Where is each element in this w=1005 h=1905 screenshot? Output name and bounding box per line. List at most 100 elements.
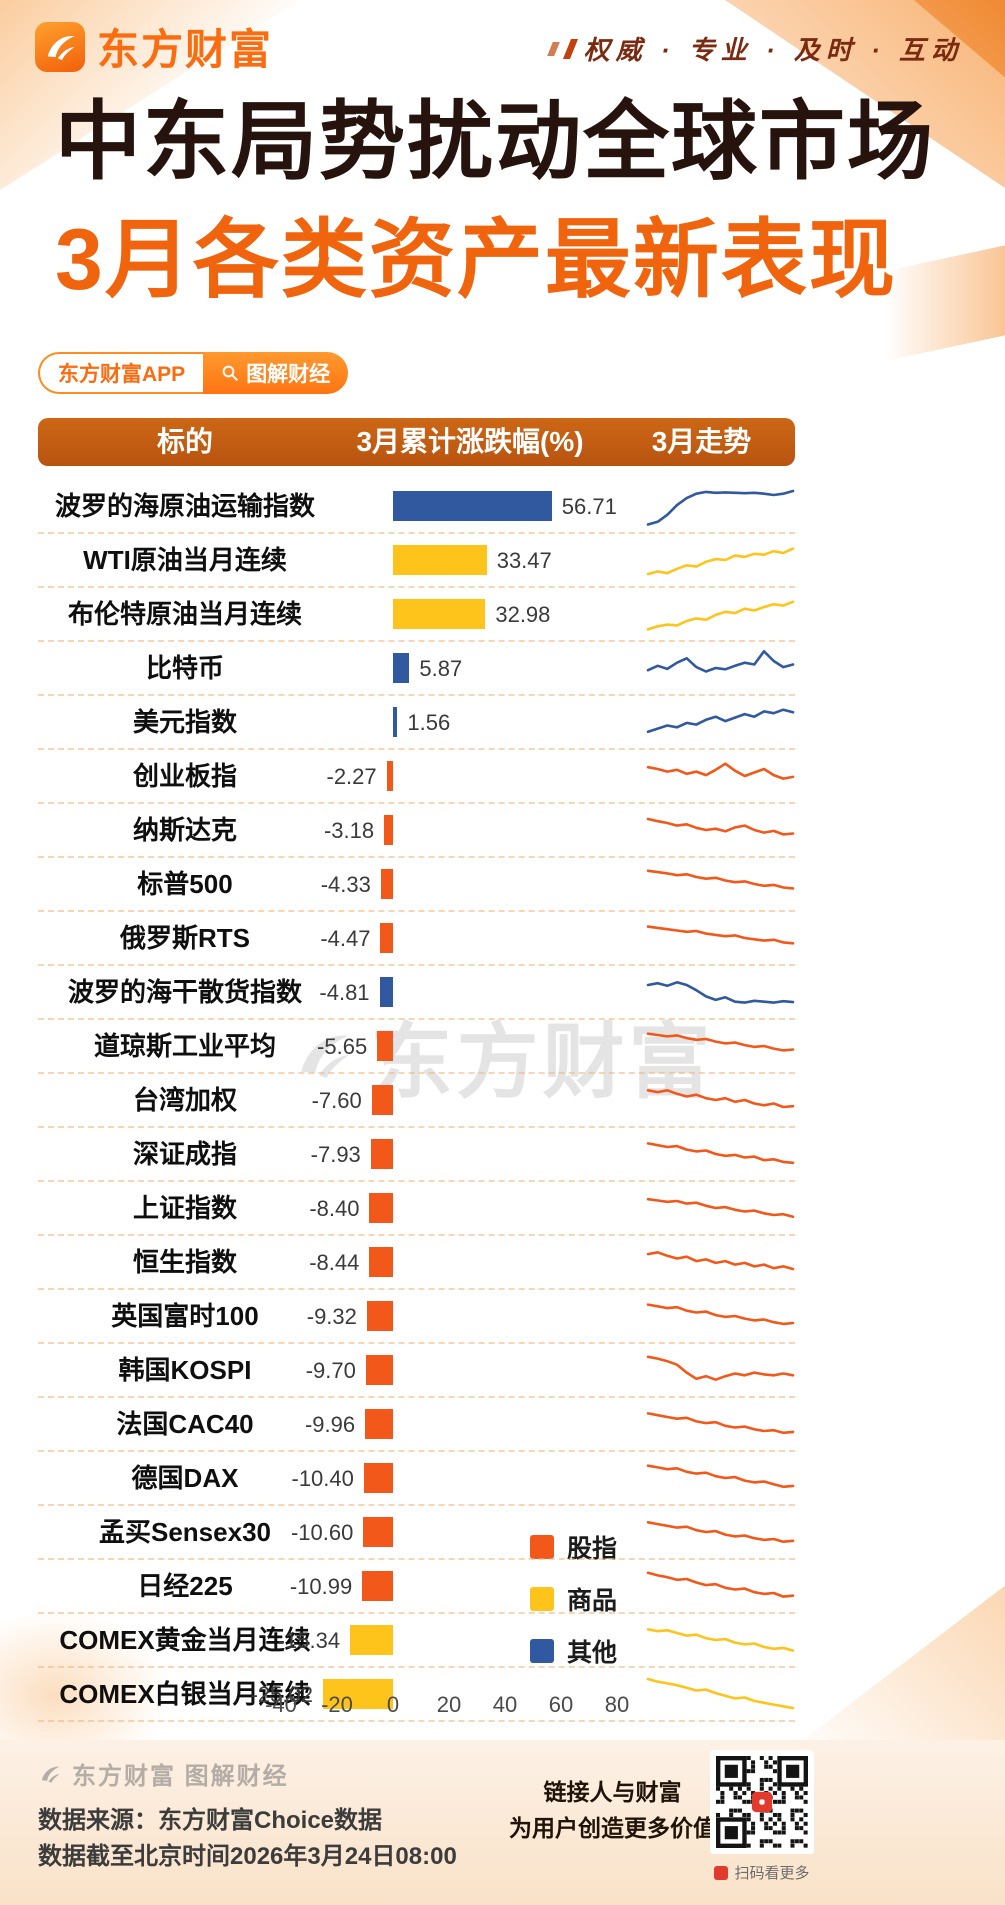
x-axis: -40 -20 0 20 40 60 80 — [38, 1692, 795, 1718]
watermark-logo-icon — [300, 1035, 349, 1078]
axis-tick-label: 20 — [436, 1692, 462, 1717]
tagline-ornament — [546, 41, 560, 56]
axis-tick-label: 40 — [492, 1692, 518, 1717]
change-bar — [393, 545, 487, 575]
change-value: -10.40 — [291, 1466, 354, 1491]
column-header-trend: 3月走势 — [651, 426, 752, 457]
change-value: -5.65 — [317, 1034, 368, 1059]
trend-sparkline — [646, 817, 795, 836]
trend-sparkline — [646, 1412, 795, 1435]
change-bar — [393, 653, 410, 683]
table-row: 英国富时100 -9.32 — [38, 1290, 795, 1344]
footer: 东方财富 图解财经 数据来源：东方财富Choice数据 数据截至北京时间2026… — [0, 1740, 1005, 1905]
qr-caption: 扫码看更多 — [700, 1862, 824, 1883]
table-row: 恒生指数 -8.44 — [38, 1236, 795, 1290]
table-row: COMEX黄金当月连续 -15.34 — [38, 1614, 795, 1668]
table-row: WTI原油当月连续 33.47 — [38, 534, 795, 588]
asset-label: 法国CAC40 — [116, 1409, 254, 1439]
trend-sparkline — [646, 600, 795, 631]
change-bar — [366, 1301, 393, 1331]
legend-label: 其他 — [567, 1639, 618, 1667]
table-row: 德国DAX -10.40 — [38, 1452, 795, 1506]
footer-slogan-line1: 链接人与财富 — [543, 1779, 682, 1805]
change-bar — [365, 1355, 393, 1385]
change-bar — [369, 1247, 393, 1277]
table-row: 上证指数 -8.40 — [38, 1182, 795, 1236]
table-row: 美元指数 1.56 — [38, 696, 795, 750]
table-row: 深证成指 -7.93 — [38, 1128, 795, 1182]
qr-code — [710, 1750, 814, 1854]
change-value: 5.87 — [419, 656, 463, 681]
asset-label: 深证成指 — [132, 1139, 237, 1169]
footer-brand: 东方财富 图解财经 — [38, 1756, 289, 1791]
legend-item: 其他 — [530, 1625, 617, 1677]
table-row: 纳斯达克 -3.18 — [38, 804, 795, 858]
trend-sparkline — [646, 1251, 795, 1271]
table-row: 布伦特原油当月连续 32.98 — [38, 588, 795, 642]
table-row: 俄罗斯RTS -4.47 — [38, 912, 795, 966]
table-row: 日经225 -10.99 — [38, 1560, 795, 1614]
asset-label: 台湾加权 — [132, 1085, 237, 1115]
change-bar — [393, 599, 486, 629]
tagline-block: 权威 · 专业 · 及时 · 互动 — [546, 30, 963, 67]
change-value: -8.40 — [309, 1196, 360, 1221]
asset-label: 标普500 — [137, 869, 233, 899]
axis-tick-label: 80 — [604, 1692, 630, 1717]
change-bar — [384, 815, 393, 845]
table-header: 标的 3月累计涨跌幅(%) 3月走势 — [38, 418, 795, 466]
trend-sparkline — [646, 869, 795, 890]
change-bar — [393, 707, 398, 737]
change-value: -4.33 — [320, 872, 371, 897]
change-bar — [363, 1517, 393, 1547]
trend-sparkline — [646, 1142, 795, 1165]
table-row: 标普500 -4.33 — [38, 858, 795, 912]
footer-slogan-line2: 为用户创造更多价值 — [509, 1815, 716, 1841]
change-value: -7.93 — [310, 1142, 361, 1167]
asset-label: 上证指数 — [132, 1193, 237, 1223]
table-row: 法国CAC40 -9.96 — [38, 1398, 795, 1452]
asset-label: 俄罗斯RTS — [119, 923, 250, 953]
footer-slogan: 链接人与财富 为用户创造更多价值 — [505, 1774, 720, 1846]
trend-sparkline — [646, 1089, 795, 1109]
trend-sparkline — [646, 1303, 795, 1326]
trend-sparkline — [646, 1355, 795, 1382]
change-value: -2.27 — [326, 764, 377, 789]
change-bar — [379, 977, 393, 1007]
table-row: 道琼斯工业平均 -5.65 — [38, 1020, 795, 1074]
edge-decoration-right — [885, 239, 1005, 361]
asset-label: 道琼斯工业平均 — [93, 1031, 276, 1061]
asset-label: 布伦特原油当月连续 — [67, 599, 302, 629]
change-value: 56.71 — [561, 494, 617, 519]
column-badge-button[interactable]: 图解财经 — [203, 352, 349, 394]
change-value: -10.60 — [290, 1520, 354, 1545]
asset-label: 英国富时100 — [111, 1301, 259, 1331]
trend-sparkline — [646, 1197, 795, 1219]
trend-sparkline — [646, 1464, 795, 1489]
app-badge-button[interactable]: 东方财富APP — [38, 352, 204, 394]
change-bar — [350, 1625, 393, 1655]
qr-caption-text: 扫码看更多 — [734, 1865, 810, 1882]
change-bar — [386, 761, 393, 791]
axis-tick-label: 60 — [548, 1692, 574, 1717]
badge-row: 东方财富APP 图解财经 — [38, 352, 349, 394]
main-title-line1: 中东局势扰动全球市场 — [55, 94, 935, 190]
tagline-ornament — [562, 38, 578, 59]
trend-sparkline — [646, 925, 795, 945]
column-badge-label: 图解财经 — [246, 363, 331, 386]
brand-tagline: 权威 · 专业 · 及时 · 互动 — [583, 35, 963, 65]
eastmoney-logo-icon — [35, 21, 85, 72]
brand-name: 东方财富 — [97, 26, 274, 73]
qr-svg — [716, 1756, 808, 1848]
legend-swatch — [530, 1639, 554, 1663]
data-source: 数据来源：东方财富Choice数据 — [38, 1807, 383, 1834]
asset-label: 韩国KOSPI — [118, 1355, 252, 1385]
footer-brand-text: 东方财富 图解财经 — [72, 1763, 289, 1790]
main-title-line2: 3月各类资产最新表现 — [55, 212, 897, 308]
asset-label: 波罗的海原油运输指数 — [54, 491, 315, 521]
table-row: 创业板指 -2.27 — [38, 750, 795, 804]
legend-label: 商品 — [567, 1587, 618, 1615]
asset-label: COMEX黄金当月连续 — [59, 1625, 311, 1655]
asset-label: 波罗的海干散货指数 — [67, 977, 302, 1007]
change-value: -9.96 — [304, 1412, 356, 1437]
watermark: 东方财富 — [290, 995, 714, 1114]
